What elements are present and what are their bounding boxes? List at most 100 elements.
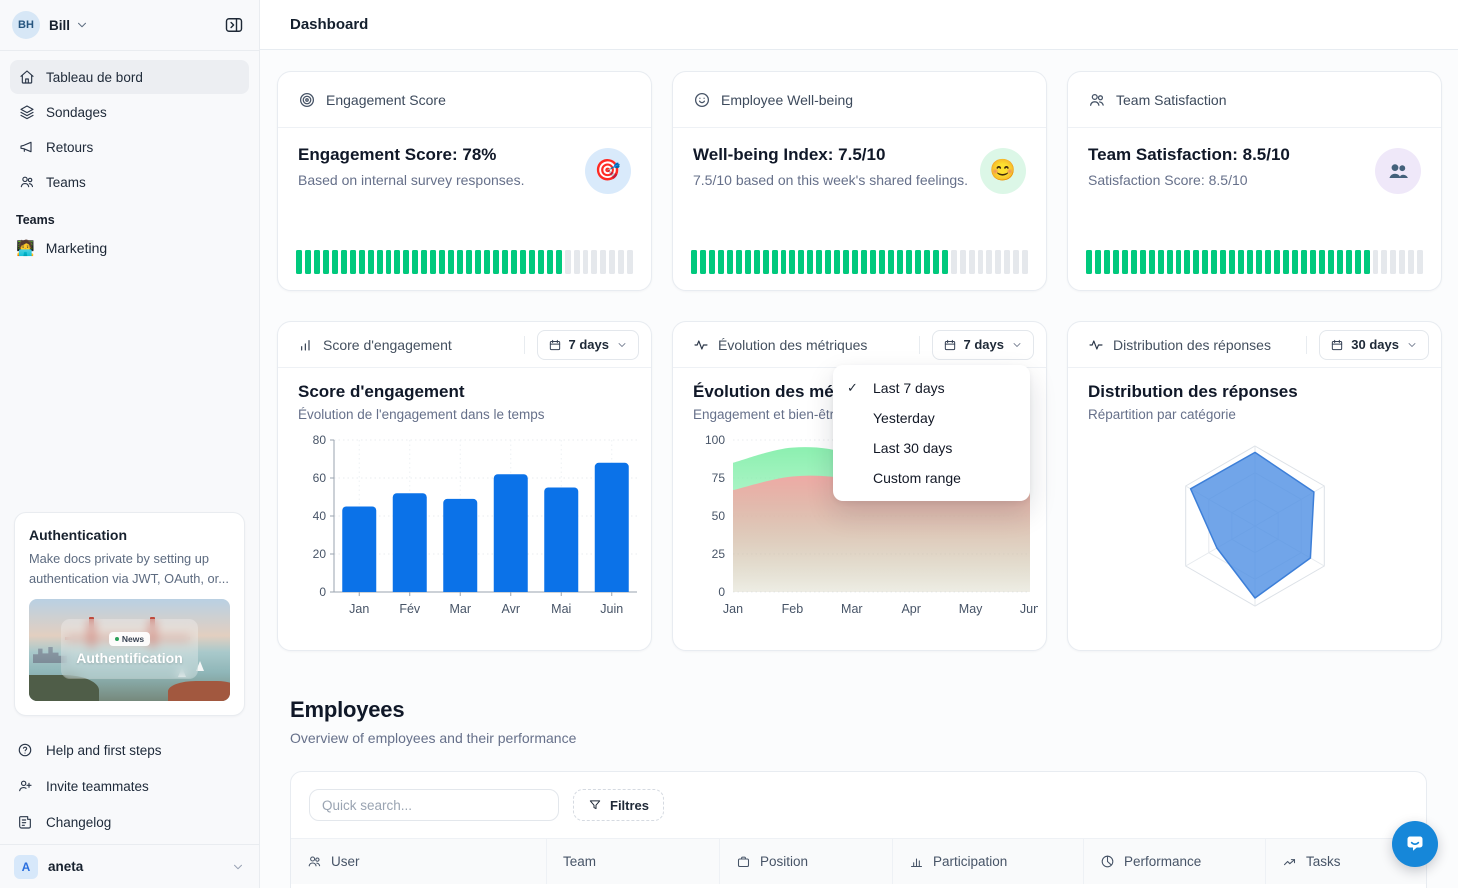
svg-text:60: 60 [313,471,327,485]
metric-badge: 🎯 [585,148,631,194]
filters-button[interactable]: Filtres [573,789,665,821]
column-header-position[interactable]: Position [720,839,893,884]
workspace-name: Bill [49,17,71,33]
progress-segment [807,250,814,274]
search-input[interactable] [309,789,559,821]
sidebar-collapse-button[interactable] [221,12,247,38]
sidebar-item-invite[interactable]: Invite teammates [0,768,259,804]
svg-text:100: 100 [705,433,725,447]
progress-segment [798,250,805,274]
progress-segment [691,250,697,274]
dropdown-menu-item[interactable]: Yesterday [833,403,1030,433]
metric-progress-bar [296,250,634,274]
range-select-button[interactable]: 7 days [536,329,639,360]
progress-segment [1282,250,1289,274]
footer-item-label: Help and first steps [46,742,162,758]
team-label: Marketing [45,240,108,256]
sidebar-footer-nav: Help and first steps Invite teammates Ch… [0,726,259,844]
chart-subtitle: Évolution de l'engagement dans le temps [298,407,545,422]
news-badge-label: News [121,633,145,644]
progress-segment [1139,250,1146,274]
sidebar-item-changelog[interactable]: Changelog [0,804,259,840]
bar-chart: 0 20 40 60 80 Jan Fév Mar Avr Mai Juin [298,430,637,625]
progress-segment [1256,250,1263,274]
svg-text:40: 40 [313,509,327,523]
progress-segment [331,250,338,274]
progress-segment [1372,250,1379,274]
chat-launcher-button[interactable] [1392,821,1438,867]
progress-segment [762,250,769,274]
progress-segment [1130,250,1137,274]
svg-text:Avr: Avr [501,602,520,616]
users-icon [19,174,35,190]
divider [0,50,259,51]
panel-collapse-icon [224,15,244,35]
column-header-user[interactable]: User [291,839,547,884]
metric-title: Well-being Index: 7.5/10 [693,145,886,164]
progress-segment [726,250,733,274]
progress-segment [358,250,365,274]
sidebar-item-teams[interactable]: Teams [10,165,249,199]
pie-icon [1100,854,1115,869]
card-body: Score d'engagement Évolution de l'engage… [278,368,651,625]
progress-segment [1399,250,1406,274]
range-select-button[interactable]: 7 days [931,329,1034,360]
main-area: Dashboard Engagement Score Engagement Sc… [260,0,1458,888]
progress-segment [439,250,446,274]
briefcase-icon [736,854,751,869]
sidebar-item-feedback[interactable]: Retours [10,130,249,164]
activity-pulse-icon [693,337,709,353]
svg-text:20: 20 [313,547,327,561]
range-select-button[interactable]: 30 days [1319,329,1429,360]
dropdown-menu-item[interactable]: Custom range [833,463,1030,493]
chevron-down-icon [1406,339,1418,351]
progress-segment [986,250,993,274]
dropdown-item-label: Yesterday [873,410,935,426]
promo-card-authentication[interactable]: Authentication Make docs private by sett… [14,512,245,716]
chart-subtitle: Répartition par catégorie [1088,407,1236,422]
table-header-row: User Team Position Participation Perform… [291,838,1426,884]
filters-label: Filtres [610,797,650,813]
card-header-label: Distribution des réponses [1113,336,1271,353]
chevron-down-icon [75,18,89,32]
column-label: Participation [933,854,1008,869]
employees-section: Employees Overview of employees and thei… [290,697,1427,888]
sidebar-item-dashboard[interactable]: Tableau de bord [10,60,249,94]
progress-segment [816,250,823,274]
account-menu[interactable]: A aneta [0,844,259,888]
progress-segment [296,250,302,274]
dropdown-menu-item[interactable]: Last 30 days [833,433,1030,463]
column-header-tasks[interactable]: Tasks [1266,839,1426,884]
column-header-team[interactable]: Team [547,839,720,884]
column-header-participation[interactable]: Participation [893,839,1084,884]
news-badge: News [108,631,151,646]
card-header-label: Engagement Score [326,91,446,108]
card-body: Team Satisfaction: 8.5/10 Satisfaction S… [1068,128,1441,188]
card-body: Engagement Score: 78% Based on internal … [278,128,651,188]
progress-segment [484,250,490,274]
card-header-label: Team Satisfaction [1116,91,1227,108]
card-header: Team Satisfaction [1068,72,1441,128]
progress-segment [834,250,841,274]
progress-segment [1220,250,1227,274]
sidebar-team-item[interactable]: 🧑‍💻 Marketing [0,230,259,266]
dropdown-menu-item[interactable]: ✓ Last 7 days [833,373,1030,403]
sidebar-nav: Tableau de bord Sondages Retours Teams [0,51,259,200]
progress-segment [1013,250,1020,274]
column-header-performance[interactable]: Performance [1084,839,1266,884]
sidebar-item-help[interactable]: Help and first steps [0,732,259,768]
svg-text:Mar: Mar [841,602,863,616]
progress-segment [977,250,984,274]
calendar-icon [548,338,562,352]
progress-segment [1381,250,1388,274]
progress-segment [1363,250,1370,274]
progress-segment [1086,250,1092,274]
top-bar: Dashboard [260,0,1458,50]
svg-text:0: 0 [718,585,725,599]
area-chart: 0 25 50 75 100 Jan Feb Mar Apr May Jun [693,430,1040,625]
workspace-switcher[interactable]: BH Bill [0,0,259,50]
sidebar-item-surveys[interactable]: Sondages [10,95,249,129]
progress-segment [510,250,517,274]
progress-segment [600,250,607,274]
progress-segment [825,250,832,274]
